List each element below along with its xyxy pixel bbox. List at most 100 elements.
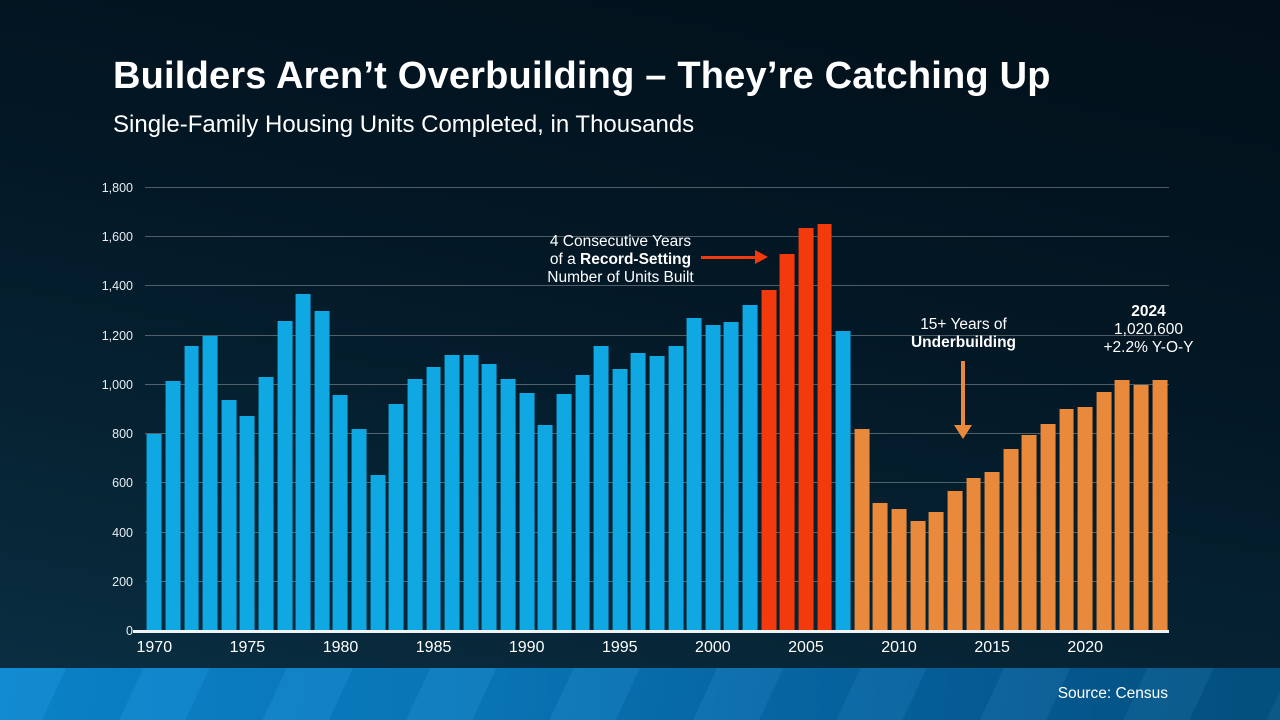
y-tick-label: 1,400 xyxy=(101,279,133,294)
bar-1994 xyxy=(593,345,609,631)
orange-arrow-head-icon xyxy=(954,425,972,439)
annotation-under-line2-bold: Underbuilding xyxy=(910,334,1017,351)
gridline-y-1400 xyxy=(145,285,1169,287)
annotation-2024-year: 2024 xyxy=(1131,303,1166,320)
bar-2020 xyxy=(1077,406,1093,631)
bar-1998 xyxy=(668,345,684,631)
bar-1991 xyxy=(537,424,553,631)
bar-2006 xyxy=(817,223,833,631)
annotation-2024-amount: 1,020,600 xyxy=(1114,321,1183,338)
bar-1979 xyxy=(314,310,330,631)
page-subtitle: Single-Family Housing Units Completed, i… xyxy=(113,111,695,138)
bar-1985 xyxy=(426,367,442,631)
bar-1976 xyxy=(258,376,274,631)
bar-2007 xyxy=(835,331,851,631)
bar-2010 xyxy=(891,508,907,631)
annotation-record-setting: 4 Consecutive Years of a Record-Setting … xyxy=(543,233,698,287)
x-tick-label-1970: 1970 xyxy=(136,639,173,656)
annotation-record-line3: Number of Units Built xyxy=(547,269,694,286)
y-tick-label: 1,000 xyxy=(101,377,133,392)
bar-1990 xyxy=(519,393,535,631)
bar-1980 xyxy=(333,395,348,631)
bar-2014 xyxy=(966,478,981,631)
orange-arrow-line-icon xyxy=(961,361,965,425)
bar-1977 xyxy=(277,321,293,631)
bar-1997 xyxy=(649,356,665,631)
bar-2005 xyxy=(798,228,814,631)
x-tick-label-2010: 2010 xyxy=(881,639,917,656)
annotation-under-line1: 15+ Years of xyxy=(920,316,1007,333)
x-axis-labels: 1970 1975 1980 1985 1990 1995 2000 2005 2010 2015… xyxy=(137,639,1169,661)
annotation-record-line1: 4 Consecutive Years xyxy=(549,233,692,250)
bar-1982 xyxy=(370,475,386,631)
bar-1978 xyxy=(295,294,311,631)
source-credit: Source: Census xyxy=(1057,685,1168,702)
y-tick-label: 400 xyxy=(112,525,133,540)
bar-1970 xyxy=(146,433,162,631)
bar-1984 xyxy=(407,378,423,631)
x-tick-label-2020: 2020 xyxy=(1067,639,1103,656)
bar-2011 xyxy=(910,521,926,631)
bar-2024 xyxy=(1152,379,1168,631)
y-axis-labels: 0 200 400 600 800 1,000 1,200 1,400 1,600 1,800 xyxy=(80,181,133,638)
bar-1971 xyxy=(165,381,181,631)
annotation-underbuilding: 15+ Years of Underbuilding xyxy=(886,316,1041,352)
footer-band-texture xyxy=(0,668,1280,720)
bar-2001 xyxy=(724,321,739,631)
y-tick-label: 1,600 xyxy=(101,230,133,245)
bar-2012 xyxy=(928,512,944,631)
bar-2016 xyxy=(1003,449,1019,631)
bar-2000 xyxy=(705,325,721,631)
bar-2013 xyxy=(947,490,963,631)
x-tick-label-1980: 1980 xyxy=(322,639,359,656)
bar-2017 xyxy=(1021,435,1037,631)
y-tick-label: 1,800 xyxy=(101,181,133,195)
bar-1983 xyxy=(388,403,404,631)
bar-2003 xyxy=(761,289,777,631)
bar-1973 xyxy=(202,336,218,631)
bar-2019 xyxy=(1059,408,1075,631)
bar-1974 xyxy=(221,399,237,631)
gridline-y-1600 xyxy=(145,236,1169,238)
red-arrow-line-icon xyxy=(701,256,755,259)
y-tick-label: 200 xyxy=(112,574,133,589)
annotation-2024-value: 2024 1,020,600 +2.2% Y-O-Y xyxy=(1086,303,1211,357)
annotation-record-line2-prefix: of a xyxy=(549,251,581,268)
bar-2004 xyxy=(779,254,795,631)
bar-2018 xyxy=(1040,424,1056,631)
bar-1987 xyxy=(463,354,479,631)
bar-chart-plot-area xyxy=(133,187,1169,633)
bar-1975 xyxy=(239,415,255,631)
x-axis-baseline xyxy=(133,630,1169,633)
bar-2008 xyxy=(854,429,870,631)
bar-2002 xyxy=(742,304,758,631)
bar-1981 xyxy=(351,429,367,631)
footer-band: Source: Census xyxy=(0,668,1280,720)
page-title: Builders Aren’t Overbuilding – They’re C… xyxy=(113,55,1051,97)
bar-1996 xyxy=(630,353,646,631)
x-tick-label-2000: 2000 xyxy=(695,639,731,656)
bar-1993 xyxy=(575,375,590,631)
y-tick-label: 0 xyxy=(126,624,133,638)
y-tick-label: 600 xyxy=(112,476,133,491)
gridline-y-1800 xyxy=(145,187,1169,188)
red-arrow-head-icon xyxy=(755,250,768,264)
x-tick-label-1990: 1990 xyxy=(508,639,545,656)
bar-2022 xyxy=(1115,380,1130,631)
bar-1992 xyxy=(556,393,572,631)
bar-2015 xyxy=(984,471,1000,631)
bar-1999 xyxy=(686,318,702,631)
y-tick-label: 1,200 xyxy=(101,328,133,343)
x-tick-label-1995: 1995 xyxy=(601,639,638,656)
bar-1988 xyxy=(481,363,497,631)
gridline-y-1200 xyxy=(145,334,1169,336)
x-tick-label-2005: 2005 xyxy=(788,639,824,656)
bar-1989 xyxy=(500,378,516,631)
x-tick-label-1985: 1985 xyxy=(415,639,452,656)
annotation-2024-yoy: +2.2% Y-O-Y xyxy=(1103,339,1194,356)
x-tick-label-2015: 2015 xyxy=(974,639,1010,656)
bar-2009 xyxy=(872,503,888,631)
bar-2023 xyxy=(1133,385,1149,631)
annotation-record-line2-bold: Record-Setting xyxy=(580,251,692,268)
